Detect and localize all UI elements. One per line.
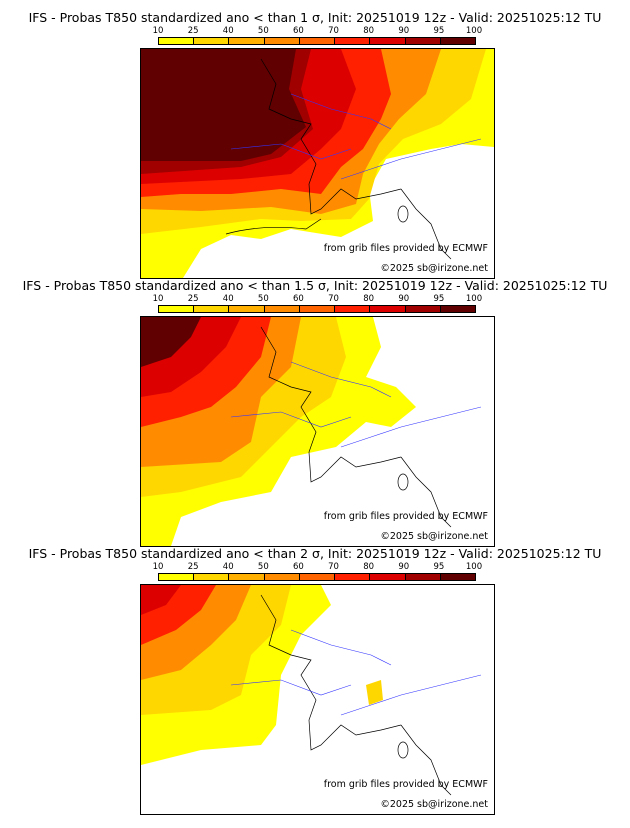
- colorbar-segment: [335, 306, 371, 312]
- probability-map: from grib files provided by ECMWF ©2025 …: [140, 48, 495, 279]
- copyright-credit: ©2025 sb@irizone.net: [380, 799, 488, 810]
- colorbar-tick-label: 60: [293, 562, 304, 572]
- colorbar-tick-label: 70: [328, 26, 339, 36]
- source-credit: from grib files provided by ECMWF: [323, 511, 488, 522]
- colorbar-tick-label: 100: [465, 26, 483, 36]
- colorbar-tick-label: 100: [465, 294, 483, 304]
- colorbar-segment: [159, 38, 195, 44]
- probability-field: [141, 317, 482, 546]
- colorbar-tick-label: 90: [398, 294, 410, 304]
- colorbar-segment: [194, 38, 230, 44]
- colorbar-segment: [229, 574, 265, 580]
- colorbar-segment: [194, 574, 230, 580]
- colorbar-tick-label: 25: [187, 294, 199, 304]
- probability-map: from grib files provided by ECMWF ©2025 …: [140, 316, 495, 547]
- colorbar-tick-label: 10: [152, 26, 164, 36]
- probability-field: [141, 585, 482, 796]
- colorbar: [158, 37, 476, 45]
- colorbar-tick-label: 10: [152, 294, 164, 304]
- colorbar-segment: [440, 574, 475, 580]
- colorbar-tick-label: 40: [222, 26, 234, 36]
- colorbar-segment: [159, 574, 195, 580]
- colorbar-tick-label: 80: [363, 294, 375, 304]
- colorbar-segment: [370, 574, 406, 580]
- colorbar-segment: [335, 574, 371, 580]
- colorbar-segment: [299, 38, 336, 44]
- probability-field: [141, 49, 494, 278]
- colorbar-segment: [405, 38, 441, 44]
- colorbar-tick-label: 40: [222, 294, 234, 304]
- map-panel-3: IFS - Probas T850 standardized ano < tha…: [0, 536, 630, 815]
- colorbar-ticks: 10 25 40 50 60 70 80 90 95 100: [153, 562, 483, 572]
- colorbar-segment: [299, 574, 336, 580]
- colorbar-tick-label: 95: [433, 26, 445, 36]
- colorbar-segment: [370, 38, 406, 44]
- colorbar-tick-label: 80: [363, 26, 375, 36]
- map-panel-1: IFS - Probas T850 standardized ano < tha…: [0, 0, 630, 279]
- colorbar-segment: [405, 574, 441, 580]
- colorbar-segment: [159, 306, 195, 312]
- colorbar-tick-label: 25: [187, 562, 199, 572]
- colorbar: [158, 573, 476, 581]
- colorbar-segment: [264, 38, 300, 44]
- panel-title: IFS - Probas T850 standardized ano < tha…: [28, 10, 602, 25]
- source-credit: from grib files provided by ECMWF: [323, 243, 488, 254]
- colorbar-tick-label: 90: [398, 562, 410, 572]
- colorbar-tick-label: 95: [433, 294, 445, 304]
- colorbar-tick-label: 70: [328, 562, 339, 572]
- colorbar-ticks: 10 25 40 50 60 70 80 90 95 100: [153, 26, 483, 36]
- colorbar-segment: [194, 306, 230, 312]
- colorbar-tick-label: 50: [257, 562, 269, 572]
- colorbar-segment: [264, 574, 300, 580]
- colorbar-segment: [229, 38, 265, 44]
- colorbar-segment: [264, 306, 300, 312]
- source-credit: from grib files provided by ECMWF: [323, 779, 488, 790]
- colorbar-tick-label: 95: [433, 562, 445, 572]
- probability-map: from grib files provided by ECMWF ©2025 …: [140, 584, 495, 815]
- colorbar-tick-label: 100: [465, 562, 483, 572]
- colorbar-tick-label: 60: [293, 294, 304, 304]
- copyright-credit: ©2025 sb@irizone.net: [380, 531, 488, 542]
- panel-title: IFS - Probas T850 standardized ano < tha…: [28, 546, 602, 561]
- colorbar-tick-label: 90: [398, 26, 410, 36]
- colorbar-segment: [229, 306, 265, 312]
- panel-title: IFS - Probas T850 standardized ano < tha…: [22, 278, 608, 293]
- colorbar-tick-label: 50: [257, 26, 269, 36]
- colorbar-tick-label: 80: [363, 562, 375, 572]
- colorbar-segment: [440, 38, 475, 44]
- colorbar-tick-label: 60: [293, 26, 304, 36]
- colorbar-segment: [405, 306, 441, 312]
- colorbar-tick-label: 50: [257, 294, 269, 304]
- colorbar-segment: [370, 306, 406, 312]
- colorbar-segment: [299, 306, 336, 312]
- colorbar-segment: [335, 38, 371, 44]
- copyright-credit: ©2025 sb@irizone.net: [380, 263, 488, 274]
- colorbar-tick-label: 40: [222, 562, 234, 572]
- colorbar-segment: [440, 306, 475, 312]
- colorbar-ticks: 10 25 40 50 60 70 80 90 95 100: [153, 294, 483, 304]
- colorbar-tick-label: 70: [328, 294, 339, 304]
- colorbar-tick-label: 25: [187, 26, 199, 36]
- colorbar-tick-label: 10: [152, 562, 164, 572]
- map-panel-2: IFS - Probas T850 standardized ano < tha…: [0, 268, 630, 547]
- colorbar: [158, 305, 476, 313]
